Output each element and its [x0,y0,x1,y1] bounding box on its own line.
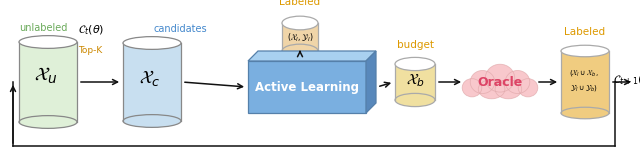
Text: unlabeled: unlabeled [19,23,67,33]
Text: budget: budget [397,40,433,50]
Ellipse shape [123,37,181,49]
Bar [282,23,318,51]
Bar [395,64,435,100]
Ellipse shape [470,70,495,94]
Ellipse shape [518,79,538,97]
Ellipse shape [505,70,530,94]
Text: Active Learning: Active Learning [255,81,359,94]
Text: $\mathcal{X}_u$: $\mathcal{X}_u$ [34,66,58,86]
Ellipse shape [19,116,77,128]
Bar [123,43,181,121]
Text: $\mathcal{Y}_l \cup \mathcal{Y}_b)$: $\mathcal{Y}_l \cup \mathcal{Y}_b)$ [570,83,598,93]
Ellipse shape [395,93,435,107]
Text: $\mathcal{X}_c$: $\mathcal{X}_c$ [140,68,161,88]
Text: $\mathcal{C}_{t+1}(\theta)$: $\mathcal{C}_{t+1}(\theta)$ [613,73,640,87]
Bar [19,42,77,122]
Bar [248,61,366,113]
Ellipse shape [561,45,609,57]
Ellipse shape [561,107,609,119]
Ellipse shape [495,80,522,99]
Ellipse shape [282,16,318,30]
Text: Labeled: Labeled [280,0,321,7]
Ellipse shape [123,115,181,127]
Text: Top-K: Top-K [78,46,102,55]
Text: candidates: candidates [154,24,207,34]
Text: Oracle: Oracle [477,76,523,88]
Polygon shape [248,51,376,61]
Text: $\mathcal{X}_b$: $\mathcal{X}_b$ [406,71,424,89]
Ellipse shape [395,57,435,71]
Text: Labeled: Labeled [564,27,605,37]
Bar [561,51,609,113]
Ellipse shape [282,44,318,58]
Ellipse shape [478,80,505,99]
Polygon shape [366,51,376,113]
Text: $(\mathcal{X}_l, \mathcal{Y}_l)$: $(\mathcal{X}_l, \mathcal{Y}_l)$ [287,32,314,44]
Ellipse shape [485,64,515,92]
Text: $\mathcal{C}_t(\theta)$: $\mathcal{C}_t(\theta)$ [78,23,104,37]
Ellipse shape [462,79,482,97]
Ellipse shape [19,36,77,48]
Text: $(\mathcal{X}_l \cup \mathcal{X}_b,$: $(\mathcal{X}_l \cup \mathcal{X}_b,$ [569,68,599,78]
